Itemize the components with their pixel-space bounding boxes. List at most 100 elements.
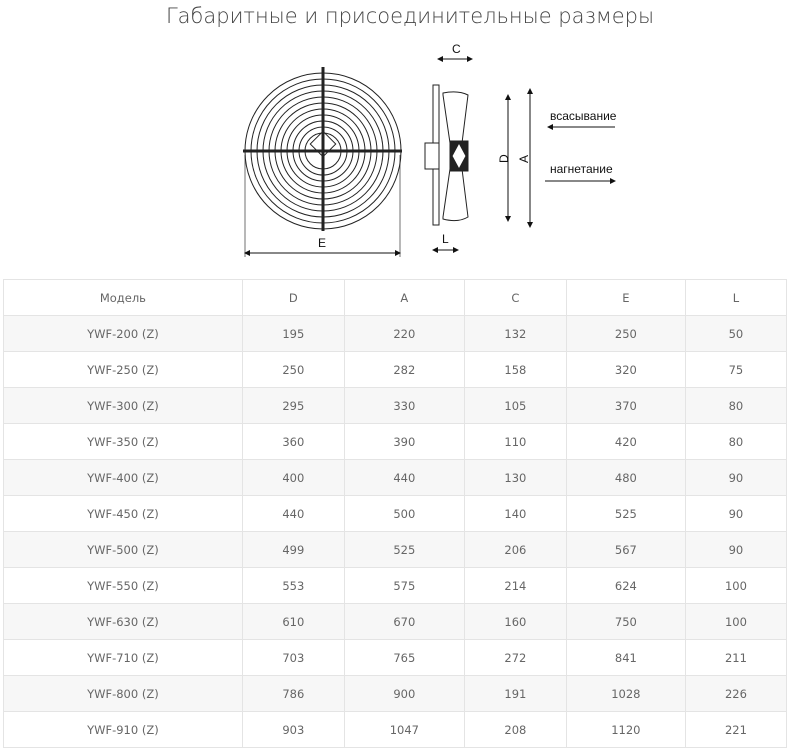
cell-model: YWF-630 (Z) bbox=[3, 603, 243, 640]
cell-dim: 90 bbox=[684, 459, 788, 496]
cell-dim: 525 bbox=[343, 531, 465, 568]
cell-dim: 525 bbox=[565, 495, 686, 532]
cell-model: YWF-200 (Z) bbox=[3, 315, 243, 352]
suction-label: всасывание bbox=[550, 109, 617, 123]
table-row: YWF-550 (Z) 553 575 214 624 100 bbox=[3, 567, 788, 604]
cell-dim: 50 bbox=[684, 315, 788, 352]
cell-dim: 220 bbox=[343, 315, 465, 352]
cell-dim: 140 bbox=[463, 495, 567, 532]
table-row: YWF-200 (Z) 195 220 132 250 50 bbox=[3, 315, 788, 352]
dimension-label-d: D bbox=[497, 154, 511, 163]
cell-model: YWF-350 (Z) bbox=[3, 423, 243, 460]
cell-dim: 575 bbox=[343, 567, 465, 604]
cell-dim: 553 bbox=[241, 567, 345, 604]
cell-dim: 420 bbox=[565, 423, 686, 460]
table-row: YWF-500 (Z) 499 525 206 567 90 bbox=[3, 531, 788, 568]
cell-dim: 211 bbox=[684, 639, 788, 676]
cell-dim: 765 bbox=[343, 639, 465, 676]
cell-dim: D bbox=[241, 279, 345, 316]
cell-dim: 750 bbox=[565, 603, 686, 640]
cell-dim: 900 bbox=[343, 675, 465, 712]
cell-model: YWF-400 (Z) bbox=[3, 459, 243, 496]
cell-dim: 100 bbox=[684, 567, 788, 604]
cell-dim: 105 bbox=[463, 387, 567, 424]
cell-dim: 500 bbox=[343, 495, 465, 532]
cell-model: YWF-910 (Z) bbox=[3, 711, 243, 748]
page-title: Габаритные и присоединительные размеры bbox=[165, 4, 655, 28]
discharge-label: нагнетание bbox=[550, 162, 613, 176]
cell-dim: 226 bbox=[684, 675, 788, 712]
table-row: YWF-350 (Z) 360 390 110 420 80 bbox=[3, 423, 788, 460]
table-row: YWF-300 (Z) 295 330 105 370 80 bbox=[3, 387, 788, 424]
cell-dim: 480 bbox=[565, 459, 686, 496]
dimension-label-c: C bbox=[452, 42, 461, 56]
cell-dim: L bbox=[684, 279, 788, 316]
cell-dim: 624 bbox=[565, 567, 686, 604]
table-row: YWF-630 (Z) 610 670 160 750 100 bbox=[3, 603, 788, 640]
cell-dim: 370 bbox=[565, 387, 686, 424]
cell-dim: 221 bbox=[684, 711, 788, 748]
cell-dim: 110 bbox=[463, 423, 567, 460]
table-row: YWF-800 (Z) 786 900 191 1028 226 bbox=[3, 675, 788, 712]
cell-dim: E bbox=[565, 279, 686, 316]
cell-dim: 130 bbox=[463, 459, 567, 496]
cell-dim: 295 bbox=[241, 387, 345, 424]
fan-side-view bbox=[424, 84, 469, 226]
cell-dim: C bbox=[463, 279, 567, 316]
cell-dim: 330 bbox=[343, 387, 465, 424]
cell-dim: 90 bbox=[684, 531, 788, 568]
cell-dim: 214 bbox=[463, 567, 567, 604]
cell-dim: 160 bbox=[463, 603, 567, 640]
cell-model: YWF-500 (Z) bbox=[3, 531, 243, 568]
cell-dim: 191 bbox=[463, 675, 567, 712]
cell-dim: 440 bbox=[343, 459, 465, 496]
cell-dim: 80 bbox=[684, 387, 788, 424]
cell-dim: 610 bbox=[241, 603, 345, 640]
cell-dim: 208 bbox=[463, 711, 567, 748]
cell-dim: 499 bbox=[241, 531, 345, 568]
cell-model: YWF-250 (Z) bbox=[3, 351, 243, 388]
cell-dim: 703 bbox=[241, 639, 345, 676]
dimension-label-l: L bbox=[442, 232, 449, 246]
cell-model: YWF-300 (Z) bbox=[3, 387, 243, 424]
table-row: YWF-250 (Z) 250 282 158 320 75 bbox=[3, 351, 788, 388]
cell-dim: 440 bbox=[241, 495, 345, 532]
cell-dim: 567 bbox=[565, 531, 686, 568]
cell-dim: 1047 bbox=[343, 711, 465, 748]
cell-model: Модель bbox=[3, 279, 243, 316]
cell-dim: 90 bbox=[684, 495, 788, 532]
cell-dim: 206 bbox=[463, 531, 567, 568]
cell-dim: 841 bbox=[565, 639, 686, 676]
cell-dim: 786 bbox=[241, 675, 345, 712]
cell-dim: 75 bbox=[684, 351, 788, 388]
cell-dim: 903 bbox=[241, 711, 345, 748]
cell-dim: 195 bbox=[241, 315, 345, 352]
cell-model: YWF-710 (Z) bbox=[3, 639, 243, 676]
table-row: YWF-400 (Z) 400 440 130 480 90 bbox=[3, 459, 788, 496]
fan-front-view bbox=[243, 67, 402, 231]
cell-model: YWF-800 (Z) bbox=[3, 675, 243, 712]
cell-dim: 158 bbox=[463, 351, 567, 388]
cell-dim: 132 bbox=[463, 315, 567, 352]
cell-model: YWF-550 (Z) bbox=[3, 567, 243, 604]
fan-dimension-diagram: E C D A L всасывание нагнетание bbox=[243, 42, 617, 257]
cell-dim: 272 bbox=[463, 639, 567, 676]
table-row: YWF-710 (Z) 703 765 272 841 211 bbox=[3, 639, 788, 676]
cell-dim: 250 bbox=[565, 315, 686, 352]
dimension-label-a: A bbox=[517, 155, 531, 163]
cell-dim: 80 bbox=[684, 423, 788, 460]
cell-dim: 250 bbox=[241, 351, 345, 388]
dimension-label-e: E bbox=[318, 236, 326, 250]
dimensions-table: Модель D A C E L YWF-200 (Z) 195 220 132 250 50 YWF-… bbox=[3, 279, 788, 748]
cell-dim: 100 bbox=[684, 603, 788, 640]
table-row: YWF-910 (Z) 903 1047 208 1120 221 bbox=[3, 711, 788, 748]
table-header-row: Модель D A C E L bbox=[3, 279, 788, 316]
cell-model: YWF-450 (Z) bbox=[3, 495, 243, 532]
cell-dim: 670 bbox=[343, 603, 465, 640]
cell-dim: A bbox=[343, 279, 465, 316]
cell-dim: 1120 bbox=[565, 711, 686, 748]
cell-dim: 282 bbox=[343, 351, 465, 388]
cell-dim: 320 bbox=[565, 351, 686, 388]
cell-dim: 360 bbox=[241, 423, 345, 460]
cell-dim: 400 bbox=[241, 459, 345, 496]
